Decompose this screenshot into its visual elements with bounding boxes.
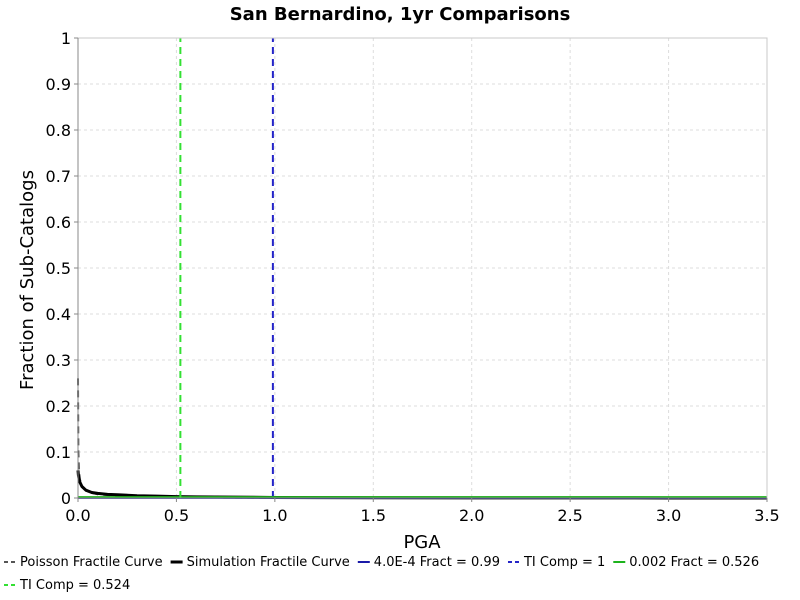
chart-title: San Bernardino, 1yr Comparisons (230, 4, 571, 25)
legend-item-2: 4.0E-4 Fract = 0.99 (357, 555, 500, 570)
legend-item-0: Poisson Fractile Curve (4, 555, 163, 570)
legend-label-2: 4.0E-4 Fract = 0.99 (374, 555, 500, 570)
x-axis-label: PGA (403, 532, 441, 553)
legend-label-0: Poisson Fractile Curve (20, 555, 163, 570)
x-tick-label-6: 3.0 (656, 506, 681, 525)
legend-label-3: TI Comp = 1 (523, 555, 605, 570)
y-tick-label-9: 0.9 (46, 75, 71, 94)
x-tick-label-3: 1.5 (361, 506, 386, 525)
legend-item-4: 0.002 Fract = 0.526 (613, 555, 759, 570)
y-tick-label-8: 0.8 (46, 121, 71, 140)
axes: 0.0 0.5 1.0 1.5 2.0 2.5 3.0 3.5 0 0.1 0.2 0.3 0.4 0.5… (46, 29, 780, 525)
x-tick-label-1: 0.5 (164, 506, 189, 525)
legend-label-4: 0.002 Fract = 0.526 (629, 555, 759, 570)
x-tick-label-0: 0.0 (65, 506, 90, 525)
x-tick-label-7: 3.5 (754, 506, 779, 525)
x-tick-label-5: 2.5 (557, 506, 582, 525)
legend: Poisson Fractile Curve Simulation Fractil… (4, 555, 759, 593)
x-tick-label-2: 1.0 (262, 506, 287, 525)
y-tick-label-5: 0.5 (46, 259, 71, 278)
legend-item-1: Simulation Fractile Curve (170, 555, 350, 570)
x-tick-label-4: 2.0 (459, 506, 484, 525)
y-axis-label: Fraction of Sub-Catalogs (17, 170, 38, 390)
y-tick-label-4: 0.4 (46, 305, 71, 324)
y-tick-label-1: 0.1 (46, 443, 71, 462)
legend-label-1: Simulation Fractile Curve (187, 555, 350, 570)
y-tick-label-2: 0.2 (46, 397, 71, 416)
legend-item-3: TI Comp = 1 (507, 555, 605, 570)
y-tick-label-7: 0.7 (46, 167, 71, 186)
y-tick-label-6: 0.6 (46, 213, 71, 232)
legend-item-5: TI Comp = 0.524 (4, 578, 130, 593)
y-tick-label-3: 0.3 (46, 351, 71, 370)
legend-label-5: TI Comp = 0.524 (19, 578, 130, 593)
y-tick-label-0: 0 (61, 489, 71, 508)
y-tick-label-10: 1 (61, 29, 71, 48)
